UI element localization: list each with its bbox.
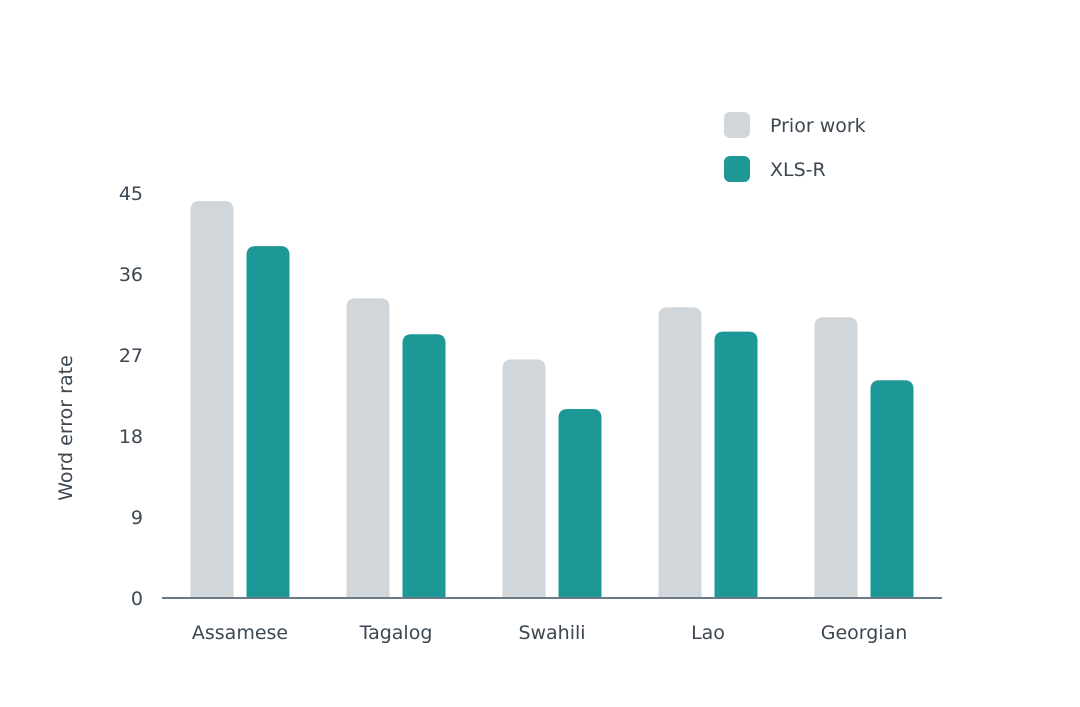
y-tick-label: 9	[131, 507, 143, 529]
y-axis-ticks: 0 9 18 27 36 45	[119, 183, 143, 610]
bar-xls-r-tagalog	[402, 334, 446, 598]
bar-prior-work-lao	[658, 307, 702, 598]
legend-label: Prior work	[770, 115, 866, 137]
legend-label: XLS-R	[770, 159, 826, 181]
bar-xls-r-georgian	[870, 380, 914, 598]
bar-xls-r-lao	[714, 331, 758, 598]
bar-series-group	[190, 201, 914, 598]
y-tick-label: 0	[131, 588, 143, 610]
legend-swatch	[724, 112, 750, 138]
y-axis-label: Word error rate	[55, 355, 77, 501]
y-tick-label: 36	[119, 264, 143, 286]
x-axis-tick-labels: Assamese Tagalog Swahili Lao Georgian	[192, 622, 907, 644]
x-tick-label: Assamese	[192, 622, 288, 644]
x-tick-label: Swahili	[518, 622, 585, 644]
y-tick-label: 45	[119, 183, 143, 205]
y-tick-label: 18	[119, 426, 143, 448]
legend: Prior work XLS-R	[724, 112, 866, 182]
bar-prior-work-swahili	[502, 359, 546, 598]
bar-prior-work-tagalog	[346, 298, 390, 598]
y-tick-label: 27	[119, 345, 143, 367]
bar-xls-r-assamese	[246, 246, 290, 598]
legend-swatch	[724, 156, 750, 182]
bar-prior-work-assamese	[190, 201, 234, 598]
x-tick-label: Lao	[691, 622, 725, 644]
bar-prior-work-georgian	[814, 317, 858, 598]
bar-xls-r-swahili	[558, 409, 602, 598]
x-tick-label: Tagalog	[359, 622, 433, 644]
x-tick-label: Georgian	[821, 622, 908, 644]
